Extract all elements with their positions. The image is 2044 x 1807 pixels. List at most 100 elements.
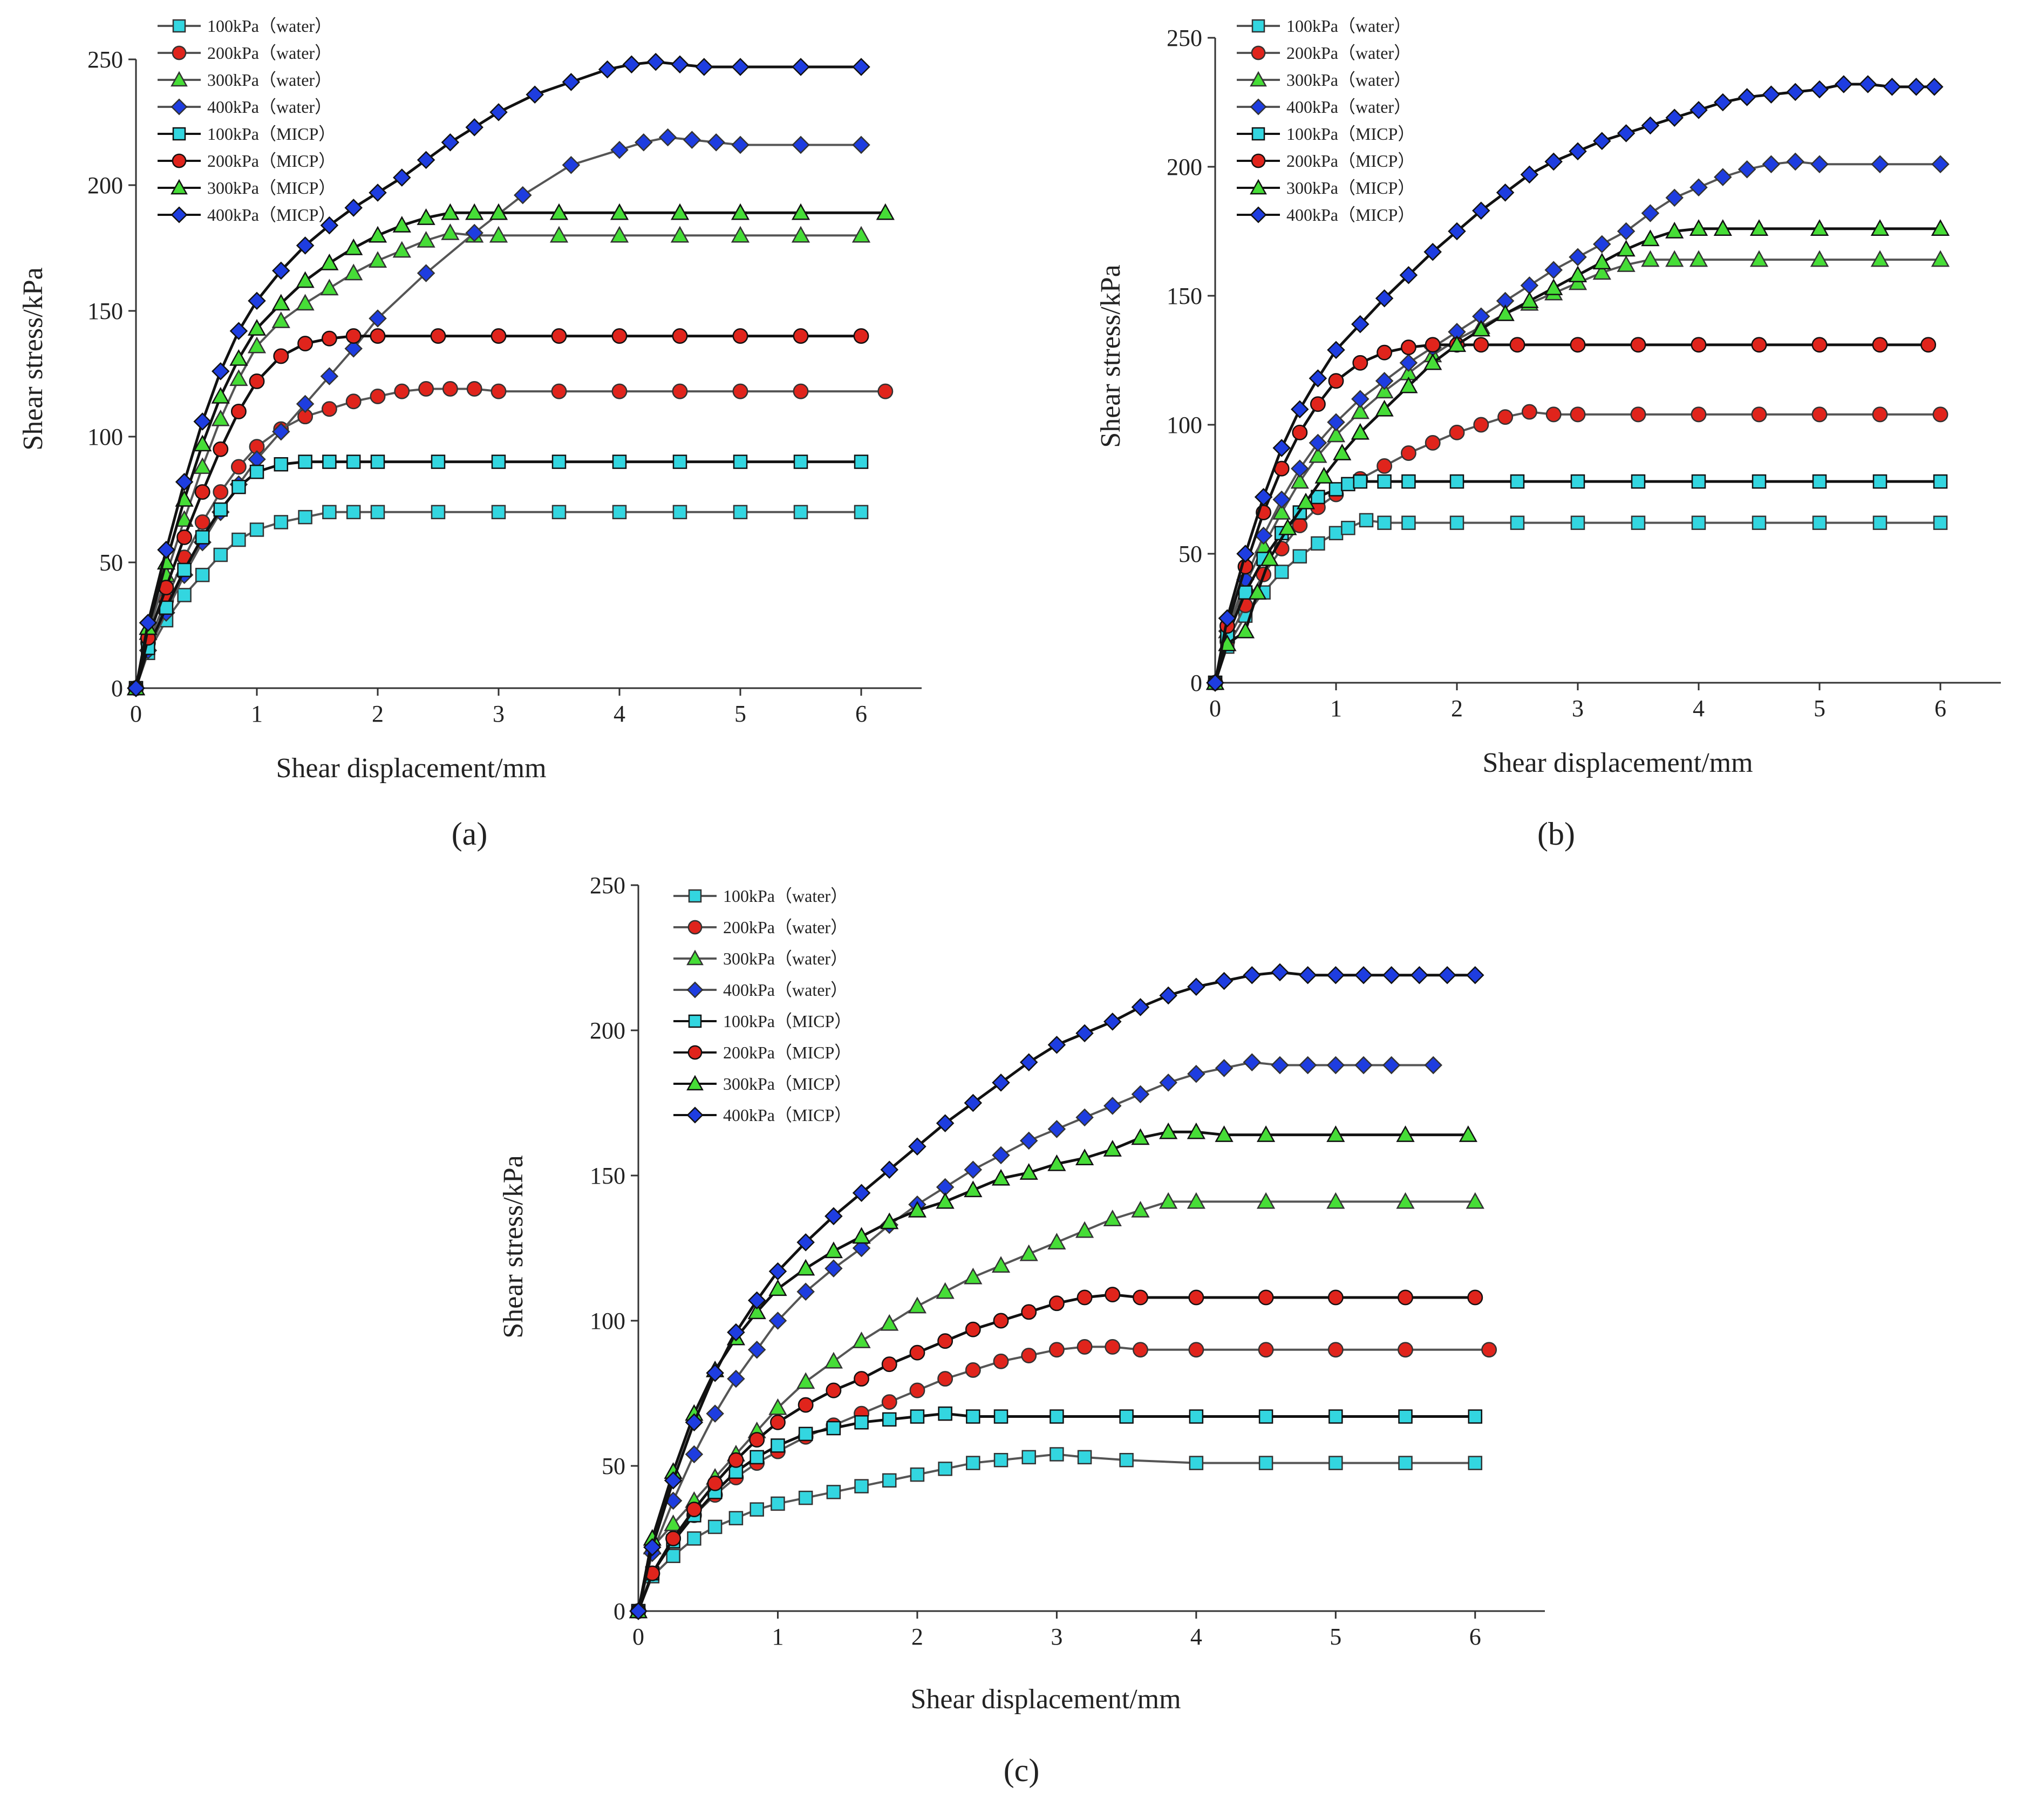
series-line [134, 60, 861, 689]
data-point [1292, 549, 1307, 564]
legend-item: 400kPa（water） [158, 97, 332, 117]
y-tick-label: 50 [602, 1453, 625, 1479]
data-point [993, 1452, 1009, 1468]
data-point [1570, 406, 1586, 423]
data-point [489, 226, 508, 243]
legend-item: 400kPa（water） [1237, 97, 1411, 117]
data-point [139, 614, 158, 632]
data-point [320, 216, 339, 235]
y-tick-label: 150 [87, 298, 123, 324]
data-point [1258, 1456, 1273, 1470]
data-point [670, 203, 690, 220]
data-point [1103, 1013, 1122, 1031]
y-tick-label: 50 [1178, 541, 1202, 567]
data-point [937, 1333, 953, 1349]
data-point [1215, 1125, 1234, 1142]
x-tick-label: 4 [1693, 695, 1705, 722]
data-point [344, 199, 363, 217]
data-point [1103, 1210, 1122, 1226]
data-point [936, 1114, 955, 1132]
data-point [1401, 474, 1416, 489]
data-point [247, 319, 267, 336]
data-point [664, 1471, 683, 1490]
series-5 [630, 1287, 1483, 1619]
data-point [194, 484, 210, 500]
data-point [793, 454, 808, 469]
data-point [1050, 1447, 1064, 1462]
data-point [908, 1137, 926, 1156]
data-point [1291, 459, 1309, 478]
legend-label: 200kPa（water） [723, 918, 848, 937]
legend-item: 200kPa（MICP） [673, 1043, 851, 1062]
data-point [610, 226, 629, 243]
data-point [1691, 474, 1706, 489]
series-0 [128, 505, 869, 696]
data-point [193, 434, 212, 452]
data-point [1473, 337, 1489, 353]
data-point [1077, 1450, 1092, 1465]
legend-label: 200kPa（water） [1286, 43, 1411, 63]
data-point [321, 401, 337, 417]
data-point [465, 223, 483, 242]
data-point [1473, 417, 1489, 433]
data-point [1714, 93, 1732, 112]
data-point [1447, 335, 1467, 352]
data-point [1353, 474, 1368, 489]
y-tick-label: 0 [614, 1598, 625, 1625]
data-point [1907, 78, 1925, 96]
series-0 [631, 1447, 1483, 1619]
legend-marker [172, 153, 187, 168]
data-point [231, 532, 246, 547]
data-point [852, 58, 870, 76]
data-point [938, 1462, 952, 1476]
data-point [793, 383, 809, 399]
data-point [370, 388, 386, 404]
data-point [1631, 515, 1646, 530]
data-point [1298, 1056, 1317, 1075]
y-axis-title-b: Shear stress/kPa [1095, 264, 1126, 447]
data-point [854, 1371, 869, 1387]
data-point [248, 291, 266, 310]
chart-panel-c: 0 1 2 3 4 5 6 0 50 100 150 200 250 100kPa（water） 200k… [498, 872, 1545, 1788]
data-point [1810, 155, 1829, 173]
data-point [211, 386, 230, 404]
data-point [177, 562, 192, 578]
data-point [1641, 116, 1660, 135]
data-point [1665, 188, 1684, 207]
data-point [1298, 966, 1317, 984]
data-point [465, 118, 483, 137]
y-tick-label: 250 [1167, 25, 1202, 51]
data-point [908, 1296, 927, 1314]
data-point [749, 1432, 765, 1448]
data-point [1810, 250, 1829, 267]
legend-label: 400kPa（water） [207, 97, 332, 117]
data-point [1189, 1409, 1204, 1424]
legend-item: 300kPa（MICP） [158, 178, 336, 198]
data-point [1496, 304, 1515, 321]
data-point [1569, 142, 1587, 161]
data-point [909, 1382, 925, 1398]
data-point [881, 1394, 897, 1410]
data-point [417, 151, 435, 169]
legend-item: 300kPa（water） [1237, 70, 1411, 90]
legend-label: 300kPa（MICP） [207, 178, 336, 198]
data-point [1326, 425, 1346, 443]
data-point [549, 226, 569, 243]
x-tick-label: 6 [1934, 695, 1946, 722]
data-point [175, 510, 194, 527]
data-point [1400, 445, 1416, 461]
legend-item: 400kPa（MICP） [673, 1105, 851, 1125]
data-point [1311, 536, 1325, 551]
data-point [611, 328, 628, 344]
data-point [1570, 474, 1585, 489]
legend-item: 200kPa（water） [673, 918, 848, 937]
chart-panel-b: 0 1 2 3 4 5 6 0 50 100 150 200 250 100kPa（water） 200k… [1095, 16, 2001, 852]
data-point [393, 168, 411, 187]
legend-item: 400kPa（MICP） [1237, 205, 1415, 225]
data-point [854, 454, 869, 469]
legend-item: 100kPa（MICP） [158, 124, 336, 144]
data-point [1075, 1108, 1094, 1127]
data-point [1786, 83, 1804, 101]
legend-a: 100kPa（water） 200kPa（water） 300kPa（water） 4… [158, 16, 336, 225]
legend-marker [172, 19, 186, 33]
